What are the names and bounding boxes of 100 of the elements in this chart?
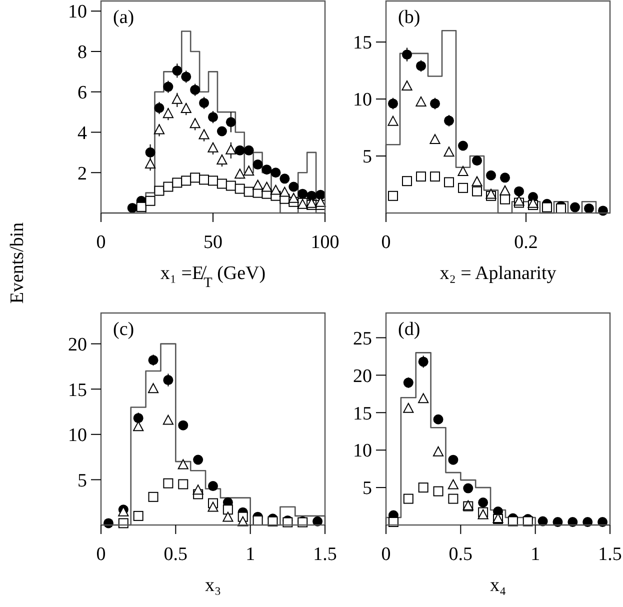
y-tick-label: 15	[353, 403, 372, 424]
point	[458, 166, 468, 176]
point	[570, 202, 580, 212]
point	[500, 185, 510, 196]
point	[178, 479, 188, 490]
point	[402, 50, 412, 60]
point	[418, 482, 428, 493]
point	[252, 160, 263, 170]
x-tick-label: 1.5	[313, 544, 337, 565]
point	[432, 446, 444, 456]
point	[178, 459, 188, 470]
point	[433, 486, 444, 496]
point	[144, 158, 156, 169]
y-tick-label: 4	[78, 122, 88, 144]
point	[208, 481, 218, 492]
point	[500, 172, 510, 183]
point	[133, 510, 144, 521]
point	[222, 504, 233, 515]
x-tick-label: 0	[381, 232, 391, 253]
point	[172, 66, 182, 76]
y-tick-label: 15	[353, 32, 372, 54]
point	[472, 176, 482, 186]
point	[127, 202, 138, 213]
point	[288, 182, 299, 192]
x-tick-label: 0	[381, 544, 391, 565]
y-tick-label: 15	[68, 380, 87, 401]
point	[244, 166, 254, 176]
point	[222, 512, 234, 522]
point	[270, 168, 281, 178]
y-tick-label: 5	[362, 146, 372, 168]
chart-title: (b)	[398, 7, 420, 28]
point	[198, 129, 210, 140]
point	[154, 103, 164, 114]
point	[234, 168, 246, 179]
point	[193, 454, 204, 465]
point	[478, 498, 488, 508]
point	[402, 80, 412, 90]
y-tick-label: 5	[78, 470, 87, 492]
point	[444, 116, 454, 126]
point	[268, 516, 278, 526]
point	[270, 184, 282, 195]
point	[403, 402, 414, 413]
x-axis-title: x₄	[490, 575, 506, 596]
x-axis-title: x₁ =E̸$_{T}$ (GeV)	[160, 263, 266, 291]
point	[448, 479, 458, 490]
point	[403, 378, 414, 388]
point	[118, 518, 128, 528]
point	[172, 94, 182, 104]
y-tick-label: 20	[353, 366, 372, 387]
point	[148, 492, 158, 502]
point	[584, 203, 594, 214]
point	[463, 483, 474, 494]
point	[542, 202, 552, 212]
point	[312, 516, 323, 526]
point	[388, 98, 398, 109]
x-axis-title: x₃	[204, 575, 222, 596]
x-tick-label: 0	[96, 544, 106, 565]
x-axis-title: x₂ = Aplanarity	[440, 263, 557, 284]
point	[416, 96, 426, 106]
y-tick-label: 2	[78, 163, 87, 184]
point	[298, 188, 308, 199]
point	[148, 383, 159, 394]
point	[430, 98, 440, 109]
y-tick-label: 5	[362, 478, 372, 500]
x-tick-label: 0.5	[164, 544, 188, 565]
y-tick-label: 10	[353, 90, 372, 111]
chart-title: (d)	[398, 319, 420, 340]
point	[508, 516, 518, 526]
point	[288, 192, 299, 203]
point	[430, 134, 440, 144]
point	[244, 145, 254, 156]
point	[163, 478, 174, 488]
point	[163, 82, 174, 92]
point	[208, 502, 218, 512]
point	[433, 414, 444, 424]
point	[448, 454, 458, 465]
y-tick-label: 10	[68, 425, 87, 446]
y-tick-label: 6	[78, 82, 87, 104]
point	[403, 494, 414, 504]
point	[190, 84, 200, 95]
point	[163, 375, 174, 386]
point	[199, 98, 210, 108]
y-tick-label: 20	[68, 334, 87, 356]
x-tick-label: 1	[246, 544, 256, 565]
chart-title: (a)	[113, 7, 134, 28]
point	[226, 117, 236, 128]
point	[234, 145, 245, 156]
point	[208, 142, 218, 152]
x-tick-label: 0	[96, 232, 106, 253]
point	[216, 154, 228, 165]
point	[252, 515, 263, 526]
point	[388, 116, 398, 126]
x-tick-label: 1.5	[598, 544, 622, 565]
x-tick-label: 1	[530, 544, 540, 565]
y-tick-label: 10	[68, 2, 87, 23]
point	[280, 174, 290, 184]
x-tick-label: 50	[204, 232, 222, 253]
x-tick-label: 100	[310, 232, 340, 253]
x-tick-label: 0.2	[514, 232, 538, 253]
point	[133, 413, 144, 424]
